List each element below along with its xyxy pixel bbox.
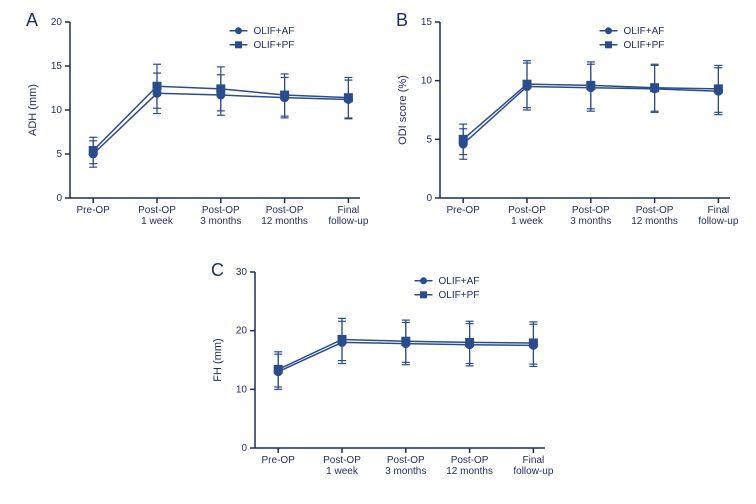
- svg-text:1 week: 1 week: [141, 216, 174, 227]
- svg-text:ADH (mm): ADH (mm): [27, 84, 39, 136]
- panel-label: C: [211, 260, 224, 281]
- svg-text:Pre-OP: Pre-OP: [77, 205, 111, 216]
- chart-panel-a: A05101520Pre-OPPost-OP1 weekPost-OP3 mon…: [20, 10, 370, 240]
- svg-text:0: 0: [56, 193, 62, 204]
- svg-text:Post-OP: Post-OP: [451, 455, 489, 466]
- svg-text:ODI score (%): ODI score (%): [397, 75, 409, 145]
- svg-text:Final: Final: [338, 205, 360, 216]
- svg-text:15: 15: [51, 61, 63, 72]
- svg-text:Post-OP: Post-OP: [387, 455, 425, 466]
- svg-text:30: 30: [236, 267, 248, 278]
- svg-text:3 months: 3 months: [200, 216, 241, 227]
- svg-text:0: 0: [426, 193, 432, 204]
- svg-text:Pre-OP: Pre-OP: [262, 455, 296, 466]
- svg-text:Pre-OP: Pre-OP: [447, 205, 481, 216]
- svg-text:Post-OP: Post-OP: [636, 205, 674, 216]
- svg-text:3 months: 3 months: [385, 466, 426, 477]
- svg-text:12 months: 12 months: [446, 466, 493, 477]
- svg-text:20: 20: [51, 17, 63, 28]
- svg-text:15: 15: [421, 17, 433, 28]
- panel-label: B: [396, 10, 408, 31]
- svg-text:Post-OP: Post-OP: [266, 205, 304, 216]
- svg-text:OLIF+AF: OLIF+AF: [439, 276, 480, 287]
- svg-text:1 week: 1 week: [511, 216, 544, 227]
- svg-text:1 week: 1 week: [326, 466, 359, 477]
- svg-text:Post-OP: Post-OP: [572, 205, 610, 216]
- svg-text:5: 5: [426, 134, 432, 145]
- svg-text:OLIF+AF: OLIF+AF: [254, 26, 295, 37]
- svg-text:FH (mm): FH (mm): [212, 338, 224, 381]
- chart-panel-b: B051015Pre-OPPost-OP1 weekPost-OP3 month…: [390, 10, 740, 240]
- svg-text:Post-OP: Post-OP: [202, 205, 240, 216]
- svg-text:3 months: 3 months: [570, 216, 611, 227]
- svg-text:10: 10: [236, 384, 248, 395]
- svg-text:Post-OP: Post-OP: [508, 205, 546, 216]
- svg-text:Final: Final: [708, 205, 730, 216]
- svg-text:5: 5: [56, 149, 62, 160]
- chart-svg: 0102030Pre-OPPost-OP1 weekPost-OP3 month…: [205, 260, 555, 490]
- svg-text:OLIF+PF: OLIF+PF: [624, 40, 665, 51]
- figure-root: A05101520Pre-OPPost-OP1 weekPost-OP3 mon…: [0, 0, 756, 504]
- svg-text:10: 10: [421, 76, 433, 87]
- svg-text:12 months: 12 months: [631, 216, 678, 227]
- svg-text:12 months: 12 months: [261, 216, 308, 227]
- svg-text:Post-OP: Post-OP: [323, 455, 361, 466]
- svg-text:follow-up: follow-up: [698, 216, 738, 227]
- svg-text:Post-OP: Post-OP: [138, 205, 176, 216]
- chart-svg: 05101520Pre-OPPost-OP1 weekPost-OP3 mont…: [20, 10, 370, 240]
- svg-text:0: 0: [241, 443, 247, 454]
- chart-svg: 051015Pre-OPPost-OP1 weekPost-OP3 months…: [390, 10, 740, 240]
- svg-text:OLIF+PF: OLIF+PF: [439, 290, 480, 301]
- svg-text:OLIF+AF: OLIF+AF: [624, 26, 665, 37]
- chart-panel-c: C0102030Pre-OPPost-OP1 weekPost-OP3 mont…: [205, 260, 555, 490]
- svg-text:10: 10: [51, 105, 63, 116]
- svg-text:20: 20: [236, 326, 248, 337]
- svg-text:follow-up: follow-up: [513, 466, 553, 477]
- svg-text:OLIF+PF: OLIF+PF: [254, 40, 295, 51]
- svg-text:follow-up: follow-up: [328, 216, 368, 227]
- panel-label: A: [26, 10, 38, 31]
- svg-text:Final: Final: [523, 455, 545, 466]
